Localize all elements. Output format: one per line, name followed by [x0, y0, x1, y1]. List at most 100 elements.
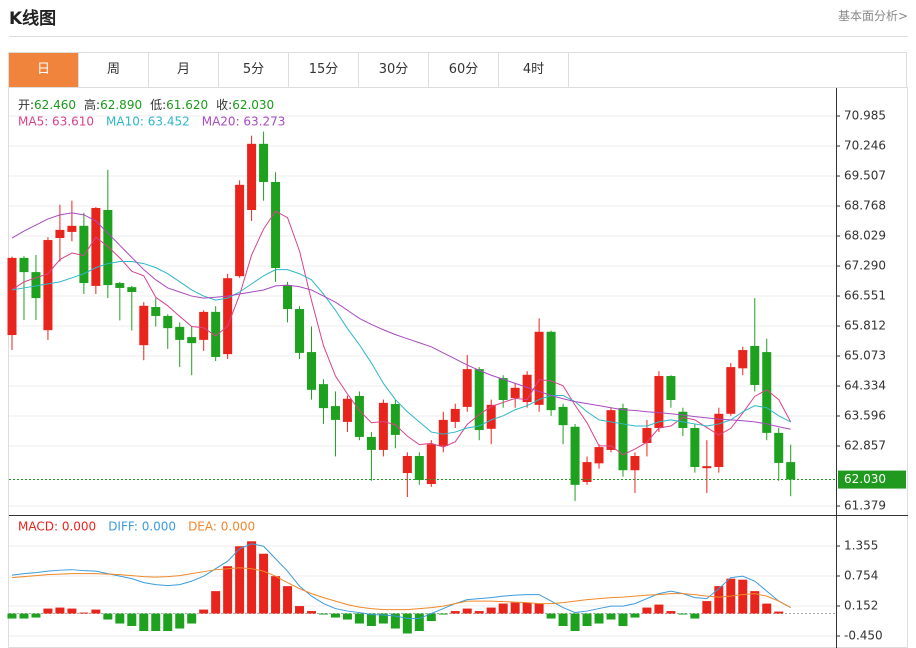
candle-body [366, 436, 376, 450]
candle-body [175, 326, 185, 340]
macd-bar [666, 611, 676, 614]
candle-body [726, 367, 736, 414]
candle-body [247, 143, 257, 210]
macd-bar [55, 607, 65, 614]
macd-bar [390, 613, 400, 629]
period-tab[interactable]: 周 [79, 53, 149, 87]
macd-bar [486, 607, 496, 614]
info-value: 62.460 [34, 98, 77, 112]
period-tab[interactable]: 日 [9, 53, 79, 87]
candle-body [654, 376, 664, 429]
candle-body [151, 307, 161, 316]
y-tick-label: -0.450 [844, 628, 883, 642]
info-value: 62.030 [232, 98, 275, 112]
macd-bar [67, 608, 77, 614]
macd-bar [462, 608, 472, 614]
info-value: 61.620 [166, 98, 209, 112]
candle-body [163, 315, 173, 329]
candle-body [762, 352, 772, 433]
y-tick-label: 64.334 [844, 379, 886, 393]
macd-bar [330, 613, 340, 618]
macd-bar [606, 613, 616, 620]
y-tick-label: 70.246 [844, 139, 886, 153]
legend-entry: MA5: 63.610 [18, 115, 94, 129]
y-tick-label: 68.768 [844, 199, 886, 213]
macd-bar [271, 576, 281, 614]
candle-body [642, 428, 652, 444]
candle-body [738, 350, 748, 369]
candle-body [678, 411, 688, 429]
candle-body [235, 184, 245, 277]
candle-body [690, 428, 700, 467]
macd-bar [139, 613, 149, 632]
candle-body [750, 345, 760, 385]
candle-body [283, 285, 293, 310]
candle-body [378, 402, 388, 450]
macd-bar [103, 613, 113, 620]
macd-bar [211, 591, 221, 614]
macd-bar [7, 613, 17, 619]
macd-bar [91, 609, 101, 614]
macd-bar [378, 613, 388, 624]
candle-body [307, 352, 316, 390]
ohlc-info: 开:62.460 高:62.890 低:61.620 收:62.030 [18, 96, 282, 113]
y-tick-label: 0.754 [844, 568, 878, 582]
candle-body [19, 257, 29, 273]
macd-bar [283, 586, 293, 614]
macd-bar [414, 613, 424, 632]
y-tick-label: 65.073 [844, 349, 886, 363]
candle-body [486, 404, 496, 429]
macd-bar [642, 607, 652, 614]
candle-body [43, 240, 53, 331]
macd-bar [438, 613, 448, 615]
candle-body [666, 376, 676, 400]
candle-body [67, 225, 77, 232]
y-tick-label: 70.985 [844, 109, 886, 123]
macd-bar [307, 611, 316, 614]
macd-bar [774, 611, 784, 614]
candle-body [618, 408, 628, 471]
last-price-box [838, 470, 906, 489]
candle-body [414, 456, 424, 480]
indicator-line [11, 567, 791, 611]
candle-body [498, 378, 508, 400]
candle-body [702, 466, 712, 469]
macd-bar [402, 613, 412, 634]
candle-body [342, 398, 352, 422]
period-tab[interactable]: 4时 [499, 53, 569, 87]
last-price-label: 62.030 [844, 472, 886, 486]
info-label: 高: [84, 98, 101, 112]
macd-bar [199, 609, 209, 614]
indicator-line [11, 543, 791, 620]
period-tab[interactable]: 月 [149, 53, 219, 87]
y-tick-label: 0.152 [844, 598, 878, 612]
y-tick-label: 65.812 [844, 319, 886, 333]
indicator-line [11, 210, 792, 456]
period-tab[interactable]: 5分 [219, 53, 289, 87]
period-tab[interactable]: 15分 [289, 53, 359, 87]
candle-body [426, 444, 436, 485]
y-tick-label: 63.596 [844, 408, 886, 422]
legend-entry: MACD: 0.000 [18, 520, 96, 534]
y-tick-label: 67.290 [844, 259, 886, 273]
macd-bar [151, 613, 161, 632]
macd-bar [187, 613, 197, 624]
macd-bar [366, 613, 376, 627]
info-value: 62.890 [100, 98, 143, 112]
macd-bar [235, 546, 245, 614]
candle-body [582, 462, 592, 482]
macd-bar [163, 613, 173, 632]
candle-body [714, 413, 724, 467]
fundamental-link[interactable]: 基本面分析> [837, 9, 908, 23]
candle-body [774, 432, 784, 463]
macd-bar [510, 602, 520, 614]
period-tab[interactable]: 30分 [359, 53, 429, 87]
y-tick-label: 61.379 [844, 498, 886, 512]
period-tab[interactable]: 60分 [429, 53, 499, 87]
macd-bar [354, 613, 364, 624]
candle-body [55, 229, 65, 239]
macd-bar [630, 613, 640, 618]
candle-body [522, 374, 532, 403]
candle-body [354, 395, 364, 437]
